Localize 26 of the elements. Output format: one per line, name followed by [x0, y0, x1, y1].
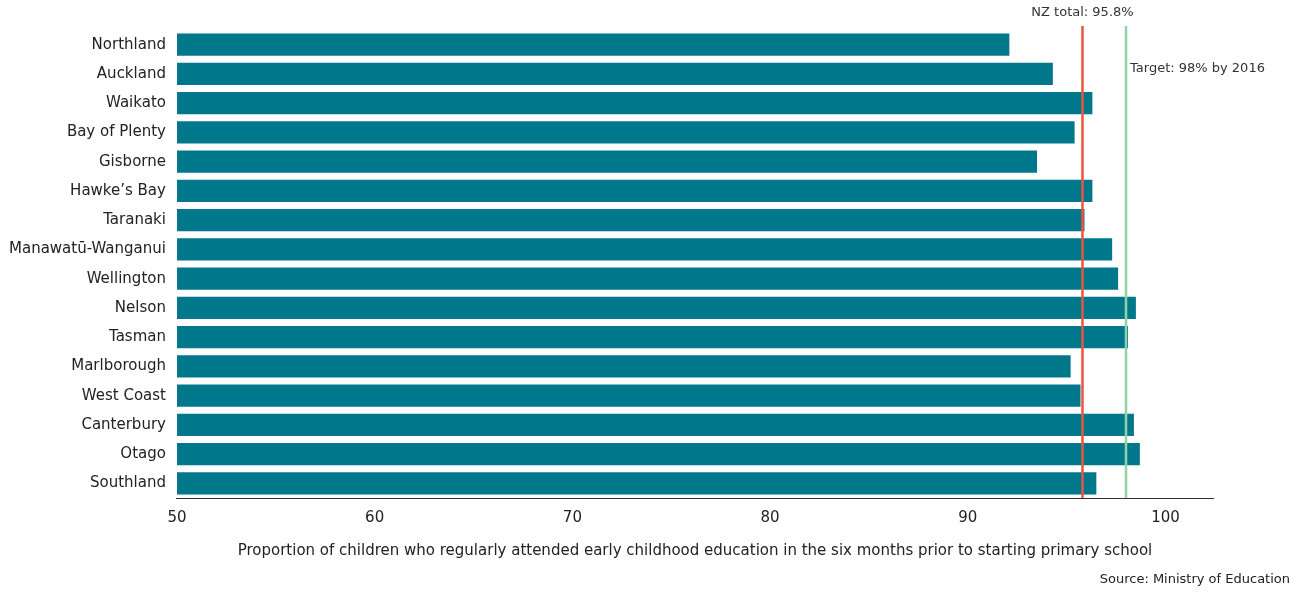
x-tick-label: 60 — [365, 507, 385, 526]
ref-line-label: Target: 98% by 2016 — [1129, 60, 1265, 75]
x-tick-label: 100 — [1151, 507, 1180, 526]
y-tick-label: West Coast — [81, 385, 167, 404]
y-tick-label: Gisborne — [99, 151, 166, 170]
y-tick-label: Otago — [120, 444, 166, 463]
y-tick-label: Nelson — [114, 297, 166, 316]
x-tick-label: 50 — [167, 507, 187, 526]
y-tick-label: Auckland — [96, 63, 166, 82]
x-tick-label: 90 — [958, 507, 978, 526]
x-tick-label: 80 — [760, 507, 780, 526]
y-tick-label: Marlborough — [71, 356, 166, 375]
y-tick-label: Northland — [91, 34, 166, 53]
y-tick-label: Canterbury — [81, 414, 167, 433]
y-tick-label: Hawke’s Bay — [70, 180, 167, 199]
x-tick-label: 70 — [562, 507, 582, 526]
y-tick-label: Southland — [89, 473, 166, 492]
y-tick-label: Wellington — [86, 268, 166, 287]
x-axis-title: Proportion of children who regularly attended early childhood education in the six months prior to starting primary school — [237, 540, 1153, 559]
y-tick-label: Tasman — [107, 327, 166, 346]
y-tick-label: Manawatū-Wanganui — [9, 239, 166, 258]
source-note: Source: Ministry of Education — [1099, 571, 1290, 586]
y-tick-label: Bay of Plenty — [66, 122, 167, 141]
y-tick-label: Waikato — [106, 93, 166, 112]
ref-line-label: NZ total: 95.8% — [1031, 4, 1134, 19]
y-tick-label: Taranaki — [102, 210, 166, 229]
